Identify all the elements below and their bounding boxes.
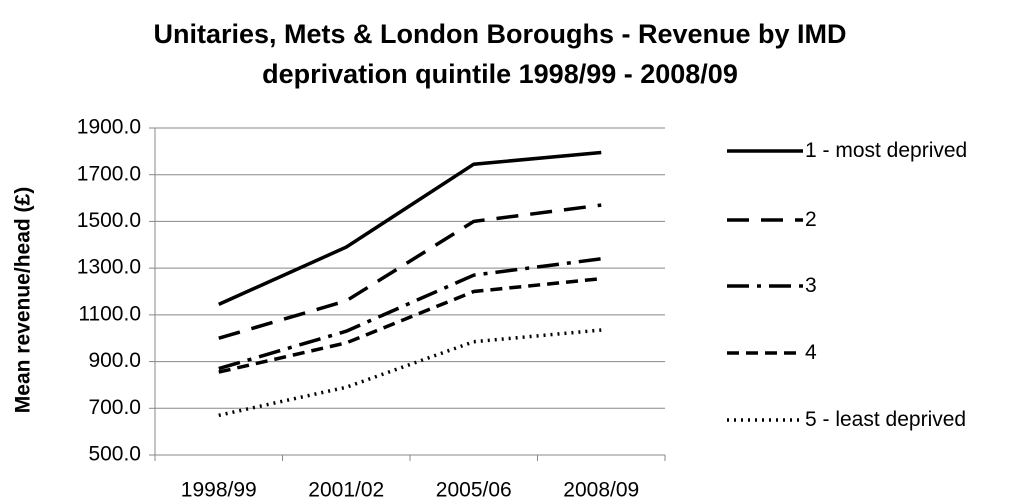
- x-tick-label: 1998/99: [181, 479, 257, 502]
- y-tick-label: 500.0: [88, 443, 141, 466]
- series-line: [218, 328, 602, 418]
- legend-label: 4: [805, 341, 817, 364]
- y-tick-label: 1300.0: [77, 256, 141, 279]
- series-line: [218, 257, 602, 371]
- legend-swatch: [727, 284, 803, 288]
- legend-swatch: [727, 218, 803, 222]
- y-tick-label: 1700.0: [77, 162, 141, 185]
- chart-title: Unitaries, Mets & London Boroughs - Reve…: [153, 19, 847, 89]
- series-line: [218, 150, 602, 306]
- y-tick-label: 700.0: [88, 396, 141, 419]
- y-axis-label: Mean revenue/head (£): [12, 187, 35, 413]
- legend-swatch: [727, 418, 803, 422]
- series-line: [218, 203, 602, 340]
- y-tick-label: 1500.0: [77, 209, 141, 232]
- legend-item: 2: [725, 203, 985, 236]
- legend-label: 5 - least deprived: [805, 408, 967, 431]
- legend-label: 2: [805, 208, 817, 231]
- legend-swatch: [727, 149, 803, 153]
- y-tick-label: 1900.0: [77, 116, 141, 139]
- x-tick-label: 2005/06: [436, 479, 512, 502]
- legend-item: 3: [725, 269, 985, 302]
- x-tick-label: 2001/02: [308, 479, 384, 502]
- series-line: [218, 276, 602, 374]
- legend-item: 4: [725, 336, 985, 369]
- legend-swatch: [727, 351, 803, 355]
- y-tick-label: 1100.0: [78, 302, 141, 325]
- legend-item: 1 - most deprived: [725, 134, 985, 167]
- legend-label: 3: [805, 274, 817, 297]
- legend-item: 5 - least deprived: [725, 403, 985, 436]
- legend-label: 1 - most deprived: [805, 139, 968, 162]
- x-tick-label: 2008/09: [563, 479, 639, 502]
- y-tick-label: 900.0: [88, 349, 141, 372]
